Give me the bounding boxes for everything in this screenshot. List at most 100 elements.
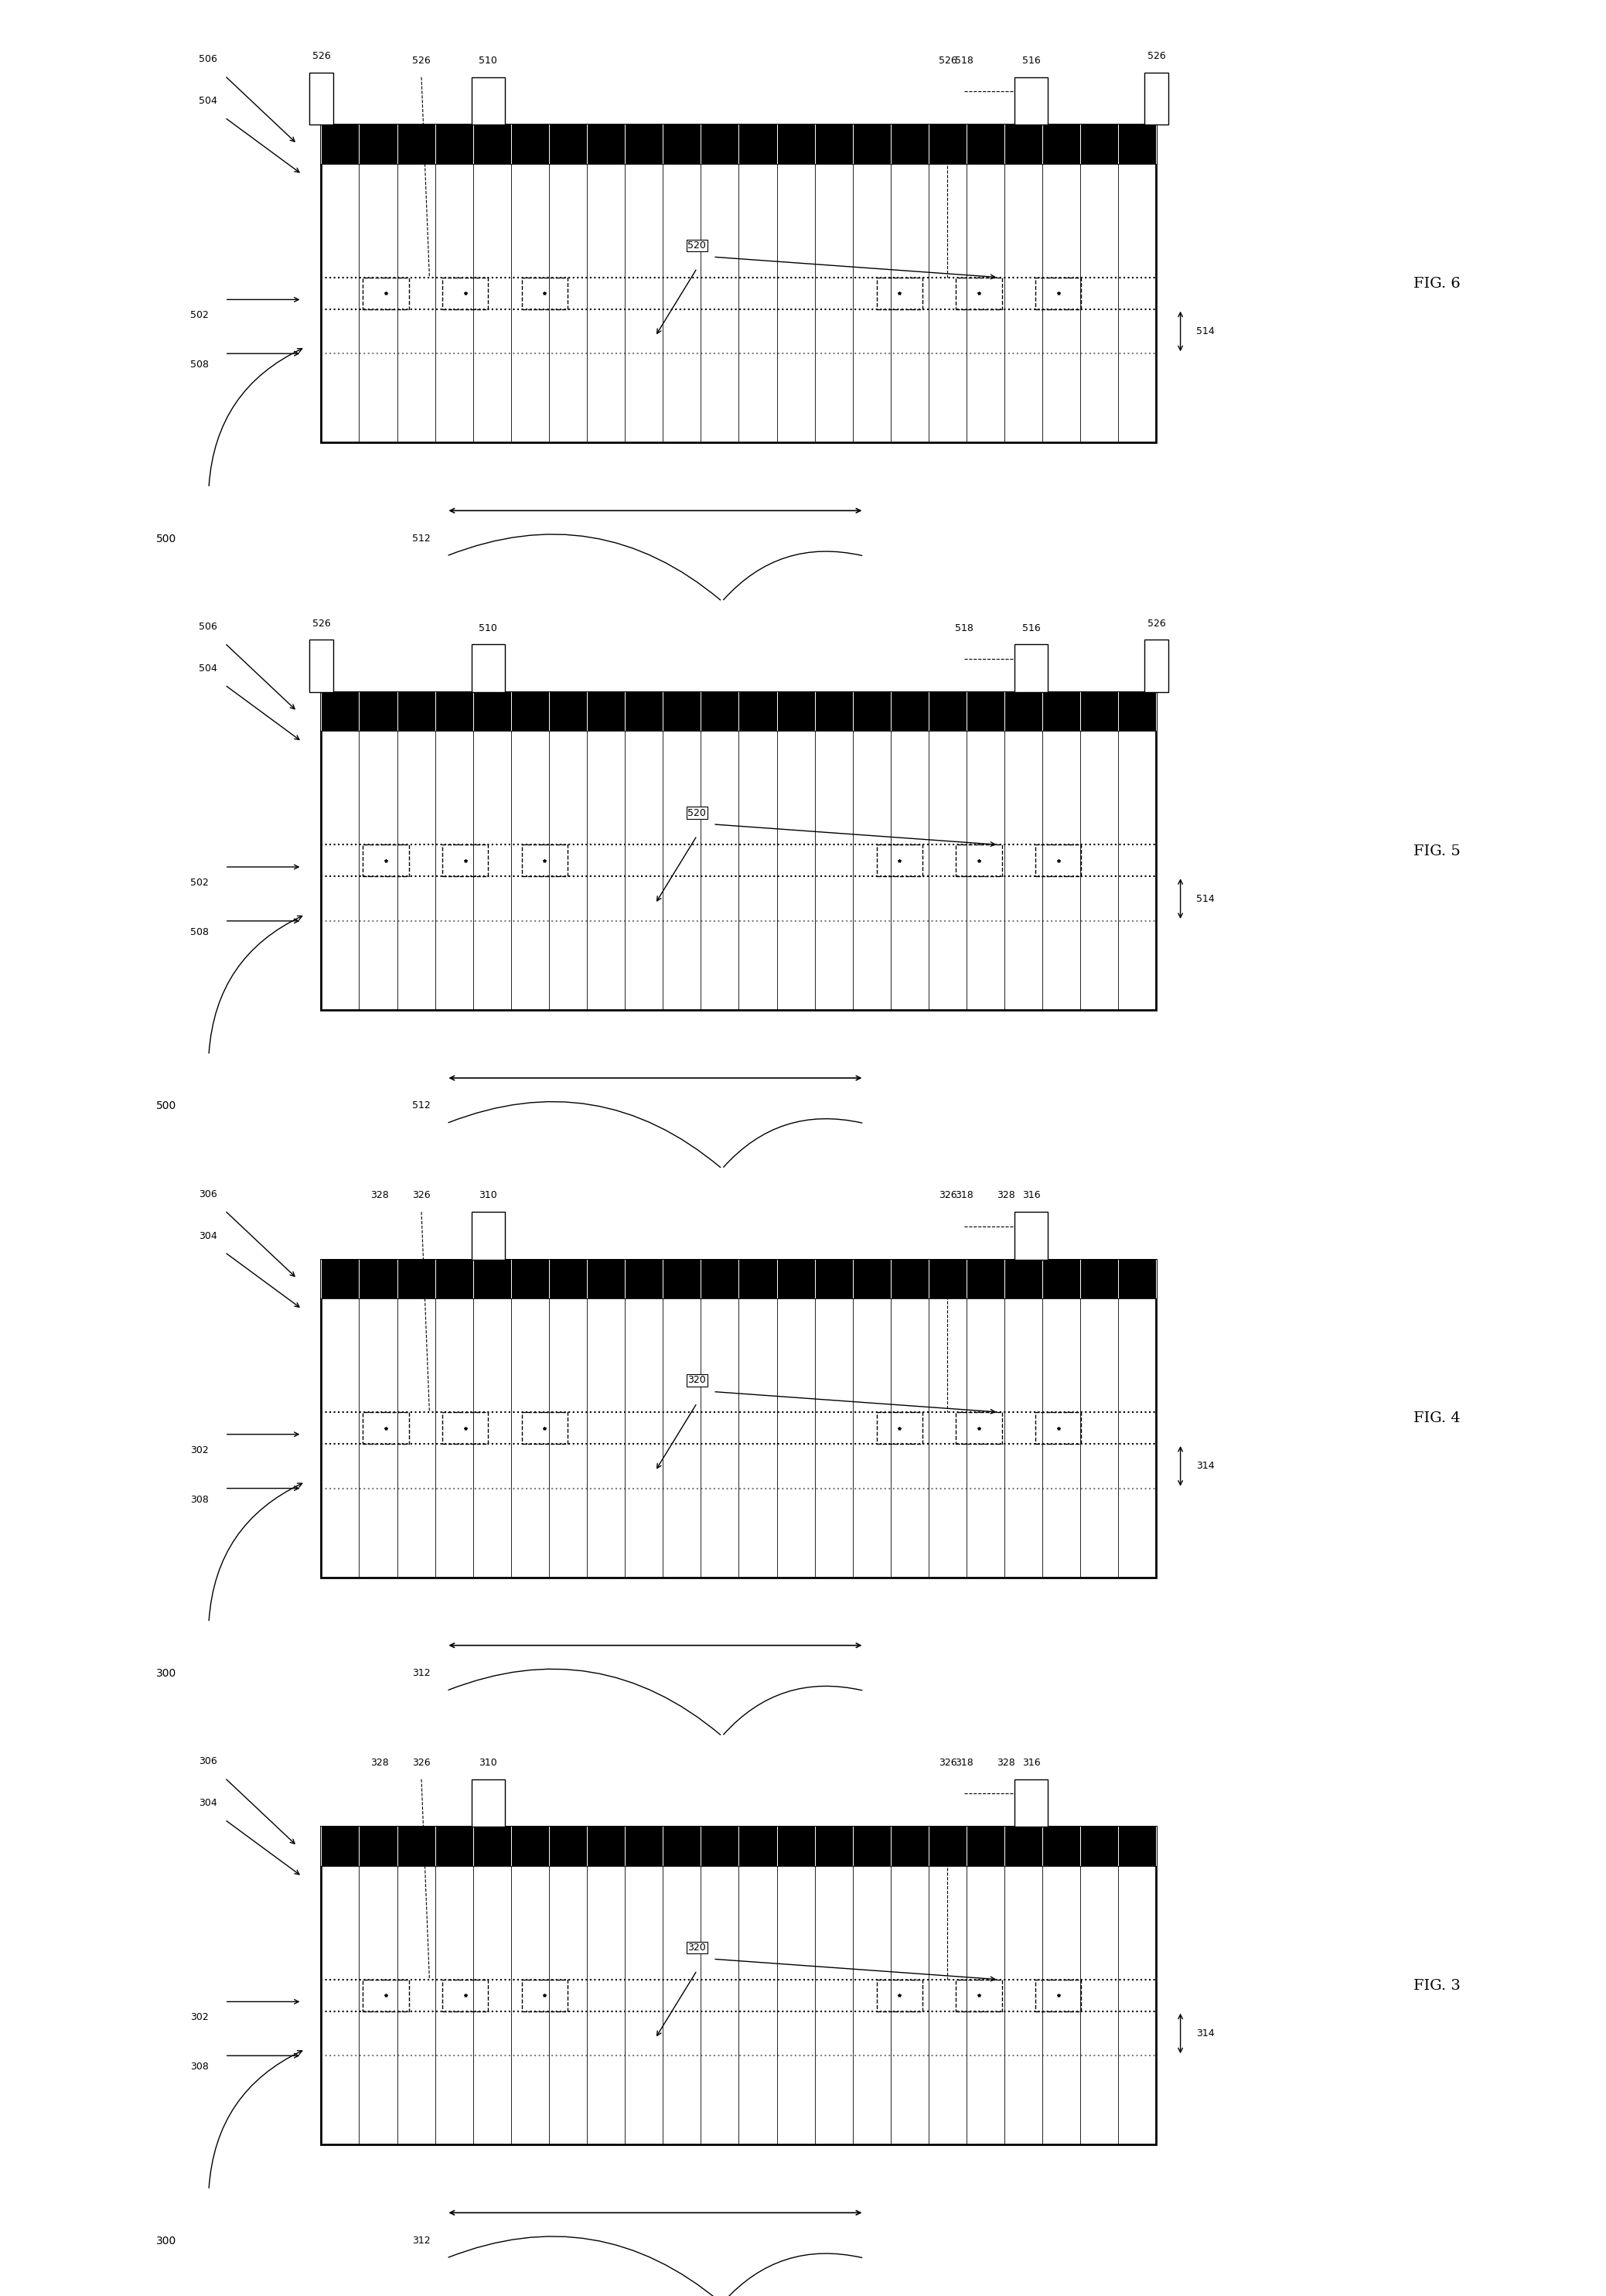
Text: 520: 520 bbox=[687, 808, 707, 817]
Text: FIG. 5: FIG. 5 bbox=[1413, 845, 1460, 859]
Text: 500: 500 bbox=[156, 533, 177, 544]
Bar bbox=[1145, 641, 1168, 691]
Bar bbox=[472, 1779, 504, 1828]
Bar bbox=[363, 1412, 410, 1444]
Text: 516: 516 bbox=[1021, 622, 1041, 634]
Bar bbox=[1036, 278, 1081, 310]
Bar bbox=[1015, 645, 1047, 691]
Text: 510: 510 bbox=[479, 55, 498, 67]
Text: FIG. 4: FIG. 4 bbox=[1413, 1412, 1460, 1426]
Bar bbox=[363, 278, 410, 310]
Text: 318: 318 bbox=[956, 1759, 973, 1768]
Text: 514: 514 bbox=[1196, 893, 1214, 905]
Text: 316: 316 bbox=[1021, 1192, 1041, 1201]
Bar bbox=[321, 691, 1156, 730]
Text: 312: 312 bbox=[413, 2236, 430, 2245]
Text: 526: 526 bbox=[312, 618, 331, 629]
Text: 314: 314 bbox=[1196, 2027, 1214, 2039]
Bar bbox=[472, 78, 504, 124]
Text: 320: 320 bbox=[687, 1375, 707, 1384]
Text: 518: 518 bbox=[956, 55, 973, 67]
Bar bbox=[956, 845, 1002, 877]
Text: 504: 504 bbox=[199, 96, 217, 106]
Bar bbox=[1036, 1979, 1081, 2011]
Text: 506: 506 bbox=[199, 55, 217, 64]
Bar bbox=[442, 1412, 488, 1444]
Text: 312: 312 bbox=[413, 1669, 430, 1678]
Bar bbox=[956, 1979, 1002, 2011]
Bar bbox=[472, 1212, 504, 1261]
Text: 300: 300 bbox=[156, 2236, 177, 2245]
Text: 516: 516 bbox=[1021, 55, 1041, 67]
Text: 514: 514 bbox=[1196, 326, 1214, 338]
Text: 306: 306 bbox=[199, 1189, 217, 1199]
Bar bbox=[877, 1979, 922, 2011]
Text: 526: 526 bbox=[1147, 51, 1166, 62]
Text: 526: 526 bbox=[413, 55, 430, 67]
Text: 512: 512 bbox=[413, 1100, 430, 1111]
Bar bbox=[321, 1828, 1156, 1864]
Text: 526: 526 bbox=[938, 55, 957, 67]
Text: 328: 328 bbox=[371, 1192, 389, 1201]
Text: 328: 328 bbox=[997, 1192, 1015, 1201]
Bar bbox=[1036, 1412, 1081, 1444]
Text: 310: 310 bbox=[479, 1759, 498, 1768]
Text: 310: 310 bbox=[479, 1192, 498, 1201]
Text: 510: 510 bbox=[479, 622, 498, 634]
Bar bbox=[321, 691, 1156, 1010]
Text: 328: 328 bbox=[371, 1759, 389, 1768]
Text: 508: 508 bbox=[190, 928, 209, 937]
Text: 314: 314 bbox=[1196, 1460, 1214, 1472]
Text: 326: 326 bbox=[413, 1759, 430, 1768]
Bar bbox=[310, 641, 332, 691]
Bar bbox=[877, 278, 922, 310]
Text: 318: 318 bbox=[956, 1192, 973, 1201]
Bar bbox=[321, 124, 1156, 443]
Text: 518: 518 bbox=[956, 622, 973, 634]
Text: 326: 326 bbox=[938, 1759, 957, 1768]
Text: 306: 306 bbox=[199, 1756, 217, 1766]
Text: 508: 508 bbox=[190, 360, 209, 370]
Text: 302: 302 bbox=[191, 1444, 209, 1456]
Bar bbox=[522, 1412, 567, 1444]
Text: FIG. 3: FIG. 3 bbox=[1413, 1979, 1460, 1993]
Text: 500: 500 bbox=[156, 1100, 177, 1111]
Bar bbox=[1145, 73, 1168, 124]
Text: 304: 304 bbox=[199, 1231, 217, 1240]
Text: FIG. 6: FIG. 6 bbox=[1413, 278, 1460, 292]
Text: 308: 308 bbox=[191, 2062, 209, 2071]
Text: 504: 504 bbox=[199, 664, 217, 673]
Bar bbox=[877, 1412, 922, 1444]
Text: 308: 308 bbox=[191, 1495, 209, 1504]
Text: 300: 300 bbox=[156, 1669, 177, 1678]
Bar bbox=[1036, 845, 1081, 877]
Text: 302: 302 bbox=[191, 2014, 209, 2023]
Bar bbox=[1015, 78, 1047, 124]
Text: 326: 326 bbox=[938, 1192, 957, 1201]
Bar bbox=[310, 73, 332, 124]
Bar bbox=[442, 1979, 488, 2011]
Text: 526: 526 bbox=[1147, 618, 1166, 629]
Bar bbox=[522, 845, 567, 877]
Bar bbox=[877, 845, 922, 877]
Bar bbox=[1015, 1779, 1047, 1828]
Text: 320: 320 bbox=[687, 1942, 707, 1952]
Bar bbox=[363, 1979, 410, 2011]
Bar bbox=[442, 845, 488, 877]
Text: 526: 526 bbox=[312, 51, 331, 62]
Text: 502: 502 bbox=[191, 310, 209, 321]
Bar bbox=[363, 845, 410, 877]
Bar bbox=[522, 1979, 567, 2011]
Bar bbox=[1015, 1212, 1047, 1261]
Bar bbox=[321, 124, 1156, 163]
Bar bbox=[321, 1261, 1156, 1577]
Text: 520: 520 bbox=[687, 241, 707, 250]
Bar bbox=[522, 278, 567, 310]
Text: 326: 326 bbox=[413, 1192, 430, 1201]
Text: 328: 328 bbox=[997, 1759, 1015, 1768]
Text: 506: 506 bbox=[199, 622, 217, 631]
Bar bbox=[956, 278, 1002, 310]
Text: 512: 512 bbox=[413, 533, 430, 544]
Text: 316: 316 bbox=[1021, 1759, 1041, 1768]
Bar bbox=[472, 645, 504, 691]
